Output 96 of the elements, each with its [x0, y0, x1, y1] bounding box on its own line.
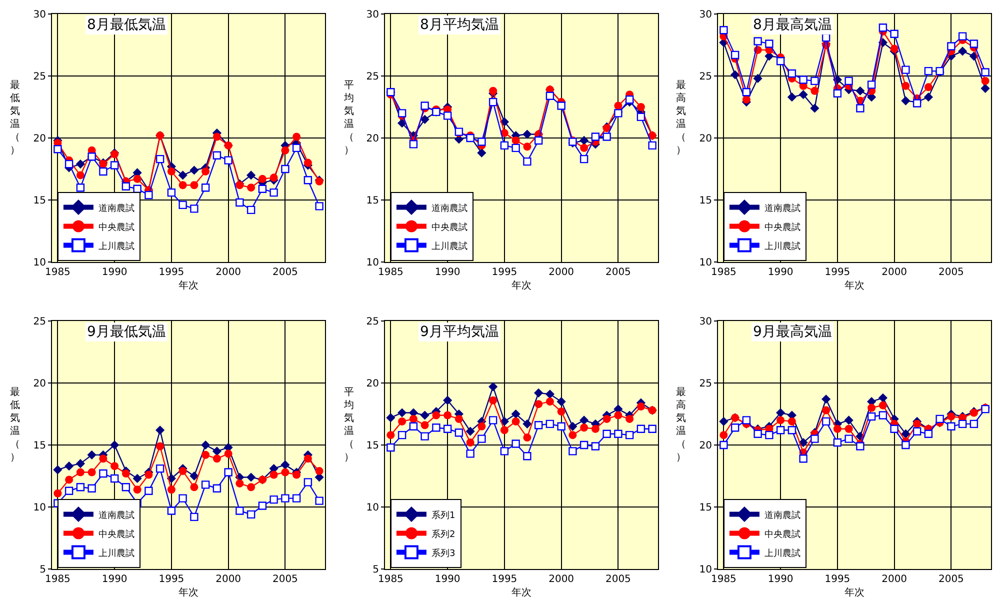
y-tick-label: 5 [40, 564, 46, 576]
y-tick-label: 25 [366, 72, 379, 82]
legend-label: 系列1 [431, 510, 456, 521]
x-tick-label: 1995 [824, 574, 850, 585]
x-axis-title: 年次 [178, 586, 198, 598]
legend-label: 道南農試 [764, 202, 800, 214]
y-axis-title: 最高気温（） [676, 80, 686, 156]
y-tick-label: 15 [699, 196, 712, 206]
x-tick-label: 1995 [158, 574, 184, 585]
x-tick-label: 1995 [158, 267, 184, 278]
x-tick-label: 1995 [492, 267, 518, 278]
x-tick-label: 2000 [548, 574, 574, 585]
x-tick-label: 1990 [434, 574, 460, 585]
x-tick-label: 1995 [492, 574, 518, 585]
y-axis-title: 最低気温（） [10, 387, 20, 463]
x-tick-label: 2000 [548, 267, 574, 278]
y-tick-label: 25 [699, 72, 712, 82]
x-tick-label: 2005 [272, 267, 298, 278]
x-tick-label: 1990 [768, 574, 794, 585]
legend-label: 道南農試 [431, 202, 468, 214]
x-axis-title: 年次 [844, 280, 864, 292]
y-tick-label: 10 [366, 258, 379, 268]
y-tick-label: 10 [366, 502, 379, 514]
y-tick-label: 15 [366, 440, 379, 452]
legend-label: 中央農試 [431, 222, 468, 233]
x-tick-label: 2000 [882, 267, 908, 278]
x-tick-label: 1985 [44, 574, 70, 585]
y-tick-label: 5 [372, 564, 379, 576]
y-tick-label: 25 [33, 72, 46, 82]
legend-label: 上川農試 [98, 548, 134, 559]
chart-title: 8月最高気温 [753, 17, 832, 33]
chart-title: 9月最高気温 [753, 324, 832, 340]
y-tick-label: 15 [33, 440, 46, 452]
x-tick-label: 2005 [605, 267, 631, 278]
x-axis-title: 年次 [512, 280, 532, 292]
y-tick-label: 10 [699, 564, 712, 576]
legend-label: 道南農試 [98, 510, 134, 521]
x-axis-title: 年次 [512, 586, 532, 598]
x-tick-label: 1985 [710, 267, 736, 278]
x-tick-label: 1985 [710, 574, 736, 585]
y-axis-title: 平均気温（） [343, 387, 354, 463]
y-axis-title: 平均気温（） [343, 80, 354, 156]
x-tick-label: 1995 [824, 267, 850, 278]
y-tick-label: 20 [366, 134, 379, 144]
legend-label: 道南農試 [764, 510, 800, 521]
legend-label: 上川農試 [764, 240, 800, 252]
chart-title: 8月平均気温 [420, 17, 499, 33]
y-tick-label: 15 [33, 196, 46, 206]
chart-title: 8月最低気温 [87, 17, 166, 33]
x-tick-label: 2000 [882, 574, 908, 585]
legend-label: 上川農試 [764, 548, 800, 559]
x-tick-label: 1990 [434, 267, 460, 278]
y-tick-label: 20 [366, 378, 379, 390]
y-tick-label: 30 [33, 10, 46, 20]
y-tick-label: 20 [33, 378, 46, 390]
y-tick-label: 25 [366, 316, 379, 328]
legend-label: 中央農試 [764, 222, 800, 233]
x-tick-label: 1985 [378, 574, 404, 585]
chart-title: 9月平均気温 [420, 324, 499, 340]
x-tick-label: 1990 [102, 267, 128, 278]
legend-label: 中央農試 [98, 528, 134, 540]
x-tick-label: 2000 [216, 574, 242, 585]
legend-label: 系列3 [431, 548, 456, 559]
legend-label: 系列2 [431, 528, 456, 540]
x-tick-label: 2005 [938, 574, 964, 585]
x-axis-title: 年次 [178, 280, 198, 292]
y-tick-label: 25 [699, 378, 712, 390]
y-tick-label: 20 [699, 134, 712, 144]
chart-title: 9月最低気温 [87, 324, 166, 340]
x-tick-label: 2000 [216, 267, 242, 278]
legend-label: 上川農試 [98, 240, 134, 252]
y-axis-title: 最低気温（） [10, 80, 20, 156]
y-tick-label: 10 [33, 258, 46, 268]
legend-label: 中央農試 [764, 528, 800, 540]
x-tick-label: 1985 [378, 267, 404, 278]
legend-label: 中央農試 [98, 222, 134, 233]
y-tick-label: 20 [33, 134, 46, 144]
legend-label: 上川農試 [431, 240, 468, 252]
y-tick-label: 10 [699, 258, 712, 268]
x-axis-title: 年次 [844, 586, 864, 598]
x-tick-label: 2005 [938, 267, 964, 278]
x-tick-label: 1990 [768, 267, 794, 278]
y-tick-label: 30 [366, 10, 379, 20]
x-tick-label: 2005 [605, 574, 631, 585]
x-tick-label: 2005 [272, 574, 298, 585]
y-tick-label: 15 [366, 196, 379, 206]
y-tick-label: 15 [699, 502, 712, 514]
y-tick-label: 20 [699, 440, 712, 452]
y-tick-label: 10 [33, 502, 46, 514]
legend-label: 道南農試 [98, 202, 134, 214]
x-tick-label: 1985 [44, 267, 70, 278]
y-axis-title: 最高気温（） [676, 387, 686, 463]
y-tick-label: 25 [33, 316, 46, 328]
y-tick-label: 30 [699, 316, 712, 328]
x-tick-label: 1990 [102, 574, 128, 585]
y-tick-label: 30 [699, 10, 712, 20]
